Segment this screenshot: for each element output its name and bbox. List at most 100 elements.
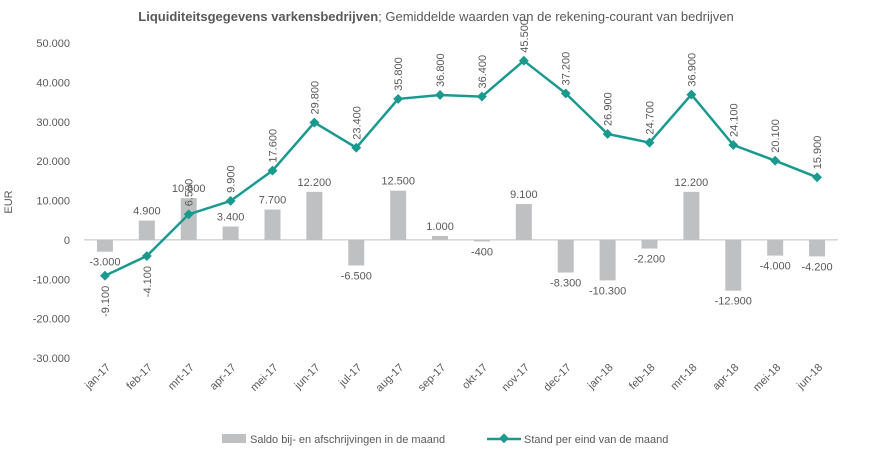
line-marker bbox=[812, 172, 823, 183]
line-marker bbox=[225, 195, 236, 206]
line-marker bbox=[602, 129, 613, 139]
line-data-label: -4.100 bbox=[142, 266, 154, 297]
y-axis-label: EUR bbox=[3, 190, 15, 213]
y-tick-label: -10.000 bbox=[33, 274, 70, 286]
bar bbox=[599, 239, 616, 281]
y-tick-label: 50.000 bbox=[36, 38, 70, 50]
bar-data-label: 1.000 bbox=[426, 221, 454, 233]
bar bbox=[222, 226, 239, 240]
x-tick-label: apr-18 bbox=[710, 362, 741, 393]
x-tick-label: dec-17 bbox=[542, 362, 574, 394]
line-data-label: 9.900 bbox=[226, 165, 238, 193]
bar bbox=[683, 191, 700, 240]
line-series bbox=[104, 59, 818, 277]
legend-bar-label: Saldo bij- en afschrijvingen in de maand bbox=[250, 434, 445, 446]
bar bbox=[348, 239, 365, 266]
bar-data-label: 12.200 bbox=[298, 177, 332, 189]
bar-data-label: -10.300 bbox=[589, 285, 626, 297]
line-data-label: 6.500 bbox=[184, 179, 196, 207]
x-tick-label: jan-18 bbox=[585, 362, 616, 393]
line-marker bbox=[351, 142, 362, 153]
bar bbox=[767, 239, 784, 256]
line-data-label: 17.600 bbox=[268, 129, 280, 163]
bar bbox=[96, 239, 113, 252]
line-data-label: 23.400 bbox=[351, 106, 363, 140]
line-marker bbox=[686, 89, 697, 100]
bar-data-label: -4.000 bbox=[760, 261, 791, 273]
bar-data-label: -6.500 bbox=[341, 270, 372, 282]
bar-series bbox=[96, 190, 826, 291]
bar-data-label: -8.300 bbox=[550, 278, 581, 290]
bar-data-label: -4.200 bbox=[801, 261, 832, 273]
bar-data-label: 10.600 bbox=[172, 183, 206, 195]
line-marker bbox=[560, 88, 571, 99]
x-tick-label: jun-18 bbox=[794, 362, 825, 393]
line-marker bbox=[728, 140, 739, 150]
y-tick-label: 40.000 bbox=[36, 77, 70, 89]
bar bbox=[473, 239, 490, 242]
x-tick-label: aug-17 bbox=[374, 362, 407, 395]
line-data-label: 24.100 bbox=[728, 103, 740, 137]
bar bbox=[390, 190, 407, 240]
bar bbox=[306, 191, 323, 240]
line-data-label: 20.100 bbox=[770, 119, 782, 153]
x-tick-label: jun-17 bbox=[292, 362, 323, 393]
bar-data-label: -400 bbox=[471, 246, 493, 258]
bar-data-label: 12.200 bbox=[675, 177, 709, 189]
line-marker bbox=[770, 155, 781, 166]
bar bbox=[515, 204, 532, 240]
line-data-label: 37.200 bbox=[561, 52, 573, 86]
line-data-label: 36.800 bbox=[435, 53, 447, 87]
line-data-label: 36.900 bbox=[686, 53, 698, 87]
y-tick-label: 20.000 bbox=[36, 156, 70, 168]
x-tick-label: feb-17 bbox=[124, 362, 155, 393]
bar bbox=[809, 239, 826, 257]
line-marker bbox=[99, 270, 110, 281]
line-data-label: 45.500 bbox=[519, 19, 531, 53]
x-tick-label: okt-17 bbox=[460, 362, 490, 392]
y-tick-label: 10.000 bbox=[36, 196, 70, 208]
bar bbox=[641, 239, 658, 249]
line-data-label: 26.900 bbox=[603, 92, 615, 126]
x-tick-label: mrt-18 bbox=[669, 362, 700, 393]
chart-title-bold: Liquiditeitsgegevens varkensbedrijven bbox=[138, 9, 378, 24]
bar bbox=[264, 209, 281, 240]
bar-data-label: -3.000 bbox=[89, 257, 120, 269]
y-tick-label: 0 bbox=[64, 235, 70, 247]
x-tick-label: jul-17 bbox=[336, 362, 364, 390]
x-tick-label: mrt-17 bbox=[166, 362, 197, 393]
legend: Saldo bij- en afschrijvingen in de maand… bbox=[222, 433, 668, 446]
bar-data-label: 9.100 bbox=[510, 189, 538, 201]
line-markers bbox=[99, 55, 823, 281]
x-tick-label: sep-17 bbox=[416, 362, 448, 394]
bar bbox=[557, 239, 574, 273]
line-marker bbox=[267, 165, 278, 176]
line-data-label: 29.800 bbox=[309, 81, 321, 115]
bar-data-label: 3.400 bbox=[217, 211, 245, 223]
x-tick-label: mei-18 bbox=[751, 362, 783, 394]
bar bbox=[725, 239, 742, 291]
line-marker bbox=[435, 90, 446, 100]
chart-title-rest: ; Gemiddelde waarden van de rekening-cou… bbox=[378, 9, 734, 24]
line-data-labels: -9.100 -4.100 6.500 9.900 17.600 29.800 23.400… bbox=[100, 19, 824, 317]
y-tick-label: -20.000 bbox=[33, 314, 70, 326]
x-tick-label: nov-17 bbox=[500, 362, 532, 394]
line-data-label: 24.700 bbox=[645, 101, 657, 135]
legend-bar-swatch bbox=[222, 434, 246, 443]
line-data-label: 36.400 bbox=[477, 55, 489, 89]
bar-data-label: 4.900 bbox=[133, 206, 161, 218]
bar-data-labels: -3.000 4.900 10.600 3.400 7.700 12.200 -6.500 1… bbox=[89, 176, 832, 308]
x-axis-ticks: jan-17 feb-17 mrt-17 apr-17 mei-17 jun-17 jul-… bbox=[82, 362, 825, 395]
x-tick-label: apr-17 bbox=[208, 362, 239, 393]
legend-line-marker bbox=[499, 433, 509, 444]
bar-data-label: 12.500 bbox=[381, 176, 415, 188]
bar-data-label: -2.200 bbox=[634, 254, 665, 266]
y-tick-label: -30.000 bbox=[33, 353, 70, 365]
line-data-label: 35.800 bbox=[393, 57, 405, 91]
chart-title: Liquiditeitsgegevens varkensbedrijven; G… bbox=[138, 9, 733, 24]
bar-data-label: -12.900 bbox=[715, 296, 752, 308]
bar bbox=[138, 220, 155, 240]
y-tick-label: 30.000 bbox=[36, 117, 70, 129]
bar bbox=[432, 235, 449, 240]
